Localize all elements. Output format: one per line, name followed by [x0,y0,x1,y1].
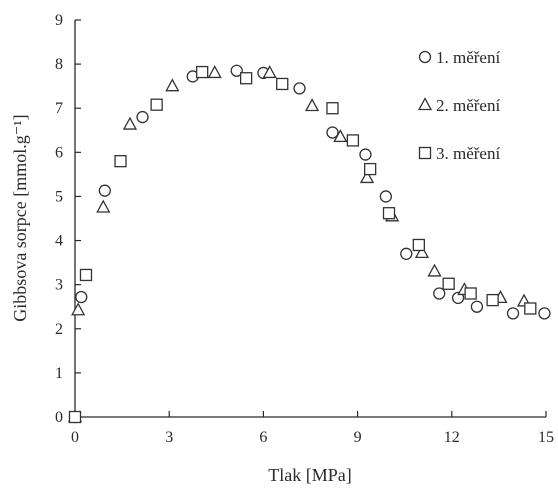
axes [74,20,546,418]
x-tick-label: 3 [165,429,173,446]
x-axis-title: Tlak [MPa] [268,465,351,485]
ticks [74,19,547,418]
y-tick-label: 1 [55,365,63,382]
data-point-square [239,72,253,85]
data-point-triangle [96,199,111,213]
data-point-square [346,134,360,147]
data-point-circle [326,126,339,139]
data-markers [67,64,551,424]
data-point-square [524,302,537,315]
data-point-square [326,102,339,115]
data-point-square [150,98,163,111]
data-point-triangle [262,65,277,79]
data-point-circle [98,184,111,197]
data-point-triangle [71,302,86,316]
legend-label: 3. měření [436,144,500,163]
x-tick-label: 9 [354,429,362,446]
data-point-circle [293,82,306,95]
data-point-square [412,238,425,252]
y-tick-label: 7 [55,100,63,117]
x-tick-label: 15 [538,429,554,446]
data-point-triangle [359,170,375,184]
legend: 1. měření 2. měření 3. měření [417,48,500,163]
data-point-square [464,287,477,300]
legend-marker-square [418,146,432,160]
data-point-triangle [122,116,138,130]
data-point-square [364,162,377,176]
y-tick-label: 9 [55,12,63,29]
legend-marker-circle [418,50,432,64]
data-point-circle [506,307,520,320]
data-point-square [382,207,396,220]
y-tick-label: 5 [55,188,63,205]
data-point-circle [470,300,484,313]
data-point-square [486,293,499,307]
data-point-square [442,277,455,290]
data-point-circle [400,247,413,260]
data-point-square [276,77,289,91]
data-point-circle [230,64,243,77]
data-point-circle [75,290,88,304]
data-point-circle [433,287,446,300]
data-point-circle [538,307,551,320]
y-tick-label: 6 [55,144,63,161]
data-point-triangle [304,98,320,112]
data-point-triangle [333,129,348,143]
data-point-circle [379,190,393,203]
data-point-square [79,268,93,282]
data-point-square [68,410,82,424]
data-point-circle [136,110,149,124]
x-tick-label: 6 [259,429,267,446]
data-point-triangle [165,78,180,92]
data-point-square [114,155,127,168]
data-point-triangle [414,245,430,259]
data-point-triangle [207,65,222,79]
data-point-square [196,65,209,79]
y-tick-label: 0 [55,409,63,426]
legend-marker-triangle [417,97,433,111]
y-tick-label: 4 [55,233,63,250]
y-axis-title: Gibbsova sorpce [mmol.g⁻¹] [10,114,30,321]
data-point-circle [451,291,465,305]
legend-label: 2. měření [436,96,500,115]
data-point-triangle [427,263,442,277]
x-tick-label: 12 [444,429,460,446]
legend-label: 1. měření [436,48,500,67]
y-tick-label: 3 [55,277,63,294]
x-tick-label: 0 [71,429,79,446]
y-tick-label: 8 [55,56,63,73]
data-point-circle [359,148,372,161]
y-tick-label: 2 [55,321,63,338]
